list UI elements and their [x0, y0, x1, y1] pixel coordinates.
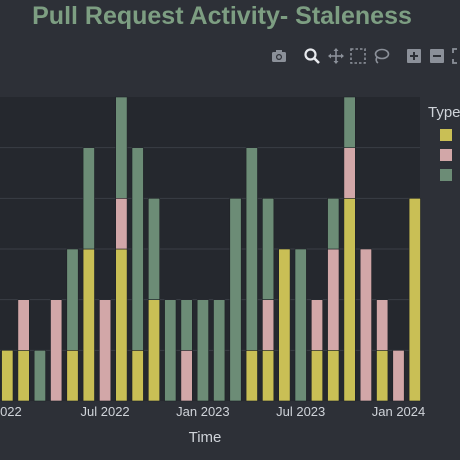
bar-2022-12-s1[interactable] — [180, 349, 193, 402]
box-select-icon[interactable] — [349, 47, 367, 65]
bar-2022-10-s2[interactable] — [148, 198, 161, 300]
bar-2022-04-s1[interactable] — [50, 299, 63, 402]
bars — [1, 96, 421, 402]
bar-2022-01-s0[interactable] — [1, 349, 14, 402]
x-tick-label: Jan 2024 — [372, 404, 426, 419]
x-tick-label: Jul 2022 — [81, 404, 130, 419]
bar-2023-04-s2[interactable] — [245, 147, 258, 351]
bar-2022-02-s0[interactable] — [17, 349, 30, 402]
bar-2023-06-s0[interactable] — [278, 248, 291, 402]
bar-2022-06-s0[interactable] — [82, 248, 95, 402]
legend-item-1[interactable] — [440, 149, 452, 161]
x-tick-label: Jul 2023 — [276, 404, 325, 419]
chart-title: Pull Request Activity- Staleness — [32, 2, 412, 30]
bar-2022-10-s0[interactable] — [148, 299, 161, 402]
bar-2023-10-s2[interactable] — [343, 96, 356, 149]
camera-icon[interactable] — [270, 47, 288, 65]
bar-2023-11-s1[interactable] — [359, 248, 372, 402]
pan-icon[interactable] — [327, 47, 345, 65]
legend-title: Type — [428, 104, 460, 121]
bar-2023-12-s1[interactable] — [376, 299, 389, 351]
bar-2023-07-s2[interactable] — [294, 248, 307, 402]
zoom-out-icon[interactable] — [428, 47, 446, 65]
x-tick-label: 2022 — [0, 404, 22, 419]
bar-2023-08-s1[interactable] — [310, 299, 323, 351]
bar-2022-02-s1[interactable] — [17, 299, 30, 351]
bar-2023-04-s0[interactable] — [245, 349, 258, 402]
bar-2022-08-s0[interactable] — [115, 248, 128, 402]
bar-2022-03-s2[interactable] — [33, 349, 46, 402]
zoom-in-icon[interactable] — [405, 47, 423, 65]
bar-2022-08-s1[interactable] — [115, 198, 128, 250]
autoscale-icon[interactable] — [451, 47, 460, 65]
x-axis-ticks: 2022 Jul 2022 Jan 2023 Jul 2023 Jan 2024 — [0, 404, 425, 419]
legend: Type — [420, 100, 460, 220]
bar-2023-03-s2[interactable] — [229, 198, 242, 402]
bar-2023-05-s0[interactable] — [262, 349, 275, 402]
bar-2022-11-s2[interactable] — [164, 299, 177, 402]
lasso-icon[interactable] — [372, 47, 390, 65]
bar-2023-09-s1[interactable] — [327, 248, 340, 351]
bar-2022-05-s0[interactable] — [66, 349, 79, 402]
legend-item-2[interactable] — [440, 169, 452, 181]
x-tick-label: Jan 2023 — [176, 404, 230, 419]
bar-2023-02-s2[interactable] — [213, 299, 226, 402]
bar-2023-01-s2[interactable] — [196, 299, 209, 402]
bar-2023-10-s1[interactable] — [343, 147, 356, 199]
bar-2023-12-s0[interactable] — [376, 349, 389, 402]
bar-2022-09-s2[interactable] — [131, 147, 144, 351]
bar-2024-01-s1[interactable] — [392, 349, 405, 402]
bar-2024-02-s0[interactable] — [408, 198, 421, 402]
x-axis-title: Time — [188, 429, 222, 446]
bar-2023-05-s2[interactable] — [262, 198, 275, 300]
bar-2023-05-s1[interactable] — [262, 299, 275, 351]
zoom-icon[interactable] — [303, 47, 321, 65]
bar-2023-08-s0[interactable] — [310, 349, 323, 402]
bar-2022-08-s2[interactable] — [115, 96, 128, 199]
bar-2022-05-s2[interactable] — [66, 248, 79, 351]
bar-2023-09-s0[interactable] — [327, 349, 340, 402]
bar-2023-09-s2[interactable] — [327, 198, 340, 250]
legend-item-0[interactable] — [440, 129, 452, 141]
bar-2022-09-s0[interactable] — [131, 349, 144, 402]
bar-2022-07-s1[interactable] — [99, 299, 112, 402]
bar-2023-10-s0[interactable] — [343, 198, 356, 402]
bar-2022-12-s2[interactable] — [180, 299, 193, 351]
bar-2022-06-s2[interactable] — [82, 147, 95, 250]
